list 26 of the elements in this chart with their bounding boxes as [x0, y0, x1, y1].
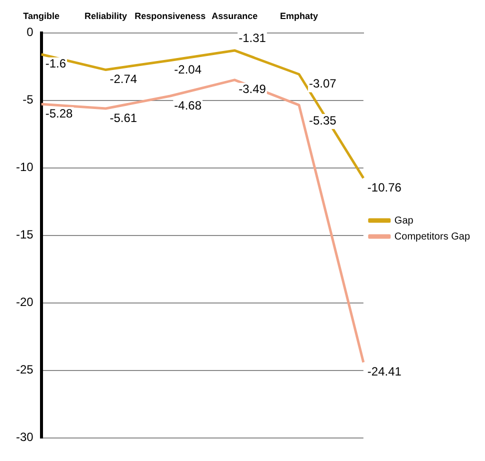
y-tick-label: -30	[16, 430, 34, 444]
data-label: -1.31	[238, 30, 266, 45]
data-label: -5.35	[309, 113, 337, 128]
x-tick-label: Reliability	[84, 10, 128, 21]
data-label: -10.76	[367, 180, 402, 194]
x-tick-label: Tangible	[23, 10, 60, 21]
y-tick-label: -20	[16, 295, 34, 310]
data-label: -3.07	[309, 76, 337, 91]
legend-label: Gap	[394, 215, 414, 226]
y-tick-label: 0	[26, 25, 34, 40]
data-label: -5.61	[110, 110, 138, 125]
data-label: -1.6	[45, 56, 66, 71]
data-label: -2.04	[174, 62, 202, 77]
y-tick-label: -10	[16, 160, 34, 174]
data-label: -3.49	[238, 82, 266, 96]
x-tick-label: Responsiveness	[134, 10, 206, 21]
y-tick-label: -5	[22, 92, 34, 107]
x-tick-label: Assurance	[212, 10, 258, 21]
data-label: -5.28	[45, 106, 74, 120]
legend-label: Competitors Gap	[394, 231, 470, 242]
data-label: -2.74	[110, 72, 138, 86]
y-tick-label: -25	[16, 362, 34, 377]
y-tick-label: -15	[16, 228, 34, 242]
data-label: -24.41	[367, 364, 402, 379]
data-label: -4.68	[174, 98, 202, 112]
x-tick-label: Emphaty	[280, 10, 318, 21]
